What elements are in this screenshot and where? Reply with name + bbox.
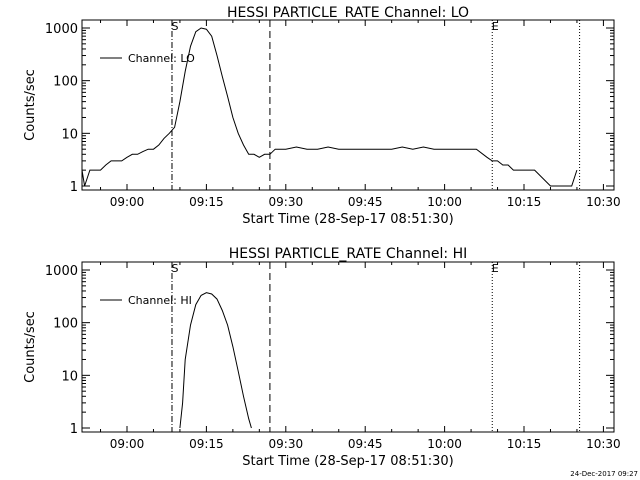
x-tick-label: 10:00 [427,195,462,209]
x-tick-label: 10:15 [507,195,542,209]
y-tick-label: 1000 [45,264,78,279]
y-tick-label: 1 [70,422,78,437]
x-tick-label: 09:15 [189,195,224,209]
time-marker-label: S [171,262,178,275]
x-tick-label: 09:15 [189,437,224,451]
x-tick-label: 09:45 [348,437,383,451]
legend-label: Channel: LO [128,52,195,65]
y-tick-label: 100 [53,75,78,90]
plot-frame [81,19,615,191]
time-marker-label: S [171,20,178,33]
legend-label: Channel: HI [128,294,192,307]
y-tick-label: 1 [70,180,78,195]
chart-hi-channel: HESSI PARTICLE_RATE Channel: HI 09:00 09:1… [23,246,621,469]
plot-frame [81,261,615,433]
x-tick-label: 09:30 [269,437,304,451]
x-tick-label: 10:30 [586,437,621,451]
x-axis-label: Start Time (28-Sep-17 08:51:30) [242,212,453,227]
y-tick-label: 10 [61,369,78,384]
x-tick-label: 09:00 [110,195,145,209]
series-line [179,292,252,429]
time-marker-label: E [492,262,499,275]
chart-title: HESSI PARTICLE_RATE Channel: HI [229,246,467,262]
chart-lo-channel: HESSI PARTICLE_RATE Channel: LO 09:00 09:1… [23,5,621,227]
y-tick-label: 10 [61,127,78,142]
x-tick-label: 09:30 [269,195,304,209]
x-axis-label: Start Time (28-Sep-17 08:51:30) [242,454,453,469]
x-tick-label: 09:00 [110,437,145,451]
x-tick-label: 10:15 [507,437,542,451]
y-axis-label: Counts/sec [23,311,38,383]
y-axis-label: Counts/sec [23,69,38,141]
series-line [82,27,578,187]
footer-timestamp: 24-Dec-2017 09:27 [570,470,638,478]
x-tick-label: 10:00 [427,437,462,451]
time-marker-label: E [492,20,499,33]
y-tick-label: 1000 [45,22,78,37]
y-tick-label: 100 [53,317,78,332]
x-tick-label: 09:45 [348,195,383,209]
chart-title: HESSI PARTICLE_RATE Channel: LO [227,5,469,21]
x-tick-label: 10:30 [586,195,621,209]
